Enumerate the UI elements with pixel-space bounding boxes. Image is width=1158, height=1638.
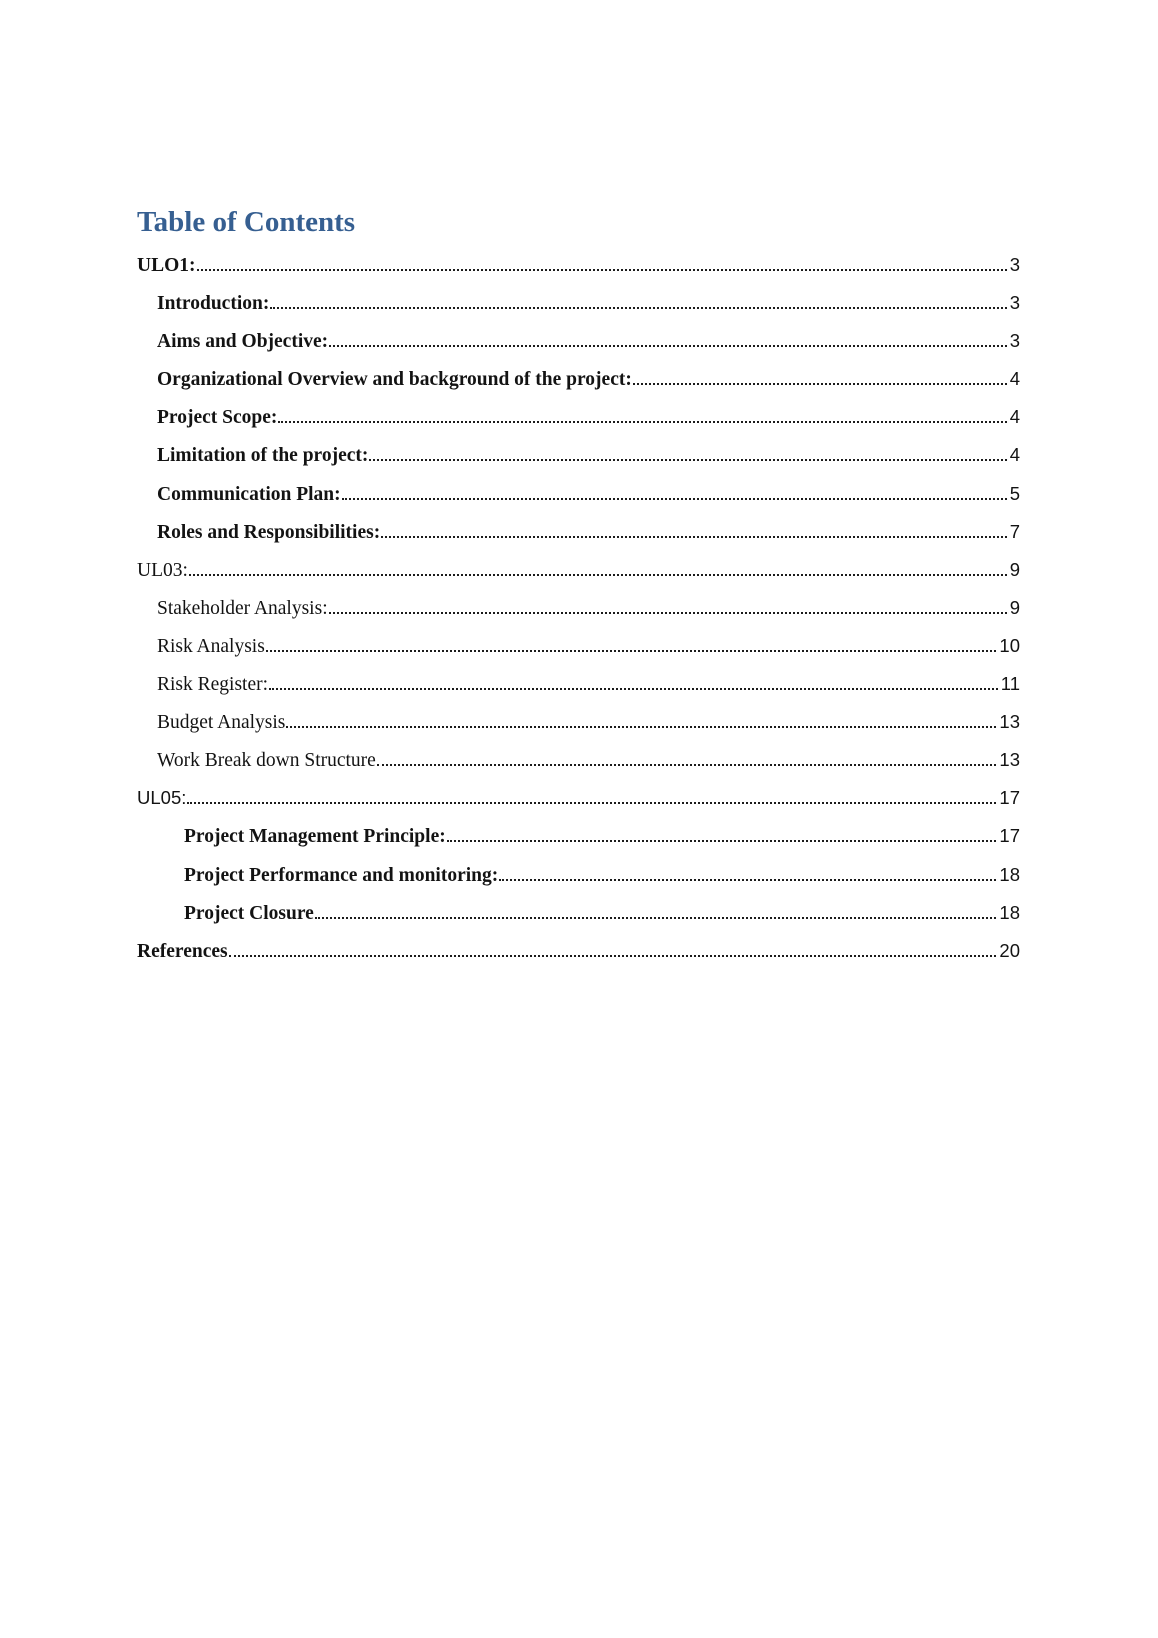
toc-entry-label: Project Scope: xyxy=(157,407,278,429)
toc-entry-page: 4 xyxy=(1009,368,1020,390)
dot-leader xyxy=(329,345,1007,348)
dot-leader xyxy=(196,269,1007,271)
toc-entry[interactable]: ULO1: 3 xyxy=(137,246,1020,284)
toc-entry-page: 3 xyxy=(1009,330,1020,352)
toc-entry-label: Risk Register: xyxy=(157,674,269,696)
toc-entry-label: Risk Analysis xyxy=(157,635,265,657)
dot-leader xyxy=(269,688,998,691)
toc-entry-page: 13 xyxy=(999,711,1020,733)
toc-entry-label: Project Closure xyxy=(184,902,314,924)
toc-entry-page: 7 xyxy=(1009,520,1020,542)
toc-entry[interactable]: Organizational Overview and background o… xyxy=(137,360,1020,398)
dot-leader xyxy=(499,878,997,881)
toc-entry-page: 18 xyxy=(999,863,1020,885)
dot-leader xyxy=(187,802,997,805)
toc-entry-label: Budget Analysis xyxy=(157,712,286,734)
toc-entry[interactable]: Project Performance and monitoring: 18 xyxy=(137,856,1020,894)
dot-leader xyxy=(286,726,997,729)
toc-entry[interactable]: Project Scope: 4 xyxy=(137,398,1020,436)
toc-entry[interactable]: Work Break down Structure 13 xyxy=(137,741,1020,779)
toc-entry-page: 9 xyxy=(1009,596,1020,618)
toc-entry-label: Limitation of the project: xyxy=(157,445,369,467)
dot-leader xyxy=(446,840,997,843)
dot-leader xyxy=(228,954,997,957)
toc-entry-page: 18 xyxy=(999,901,1020,923)
toc-entry[interactable]: UL05: 17 xyxy=(137,779,1020,817)
dot-leader xyxy=(278,421,1007,424)
toc-entry-label: UL05: xyxy=(137,787,187,809)
dot-leader xyxy=(376,764,997,767)
dot-leader xyxy=(341,497,1007,500)
toc-entry-page: 17 xyxy=(999,825,1020,847)
toc-entry-page: 17 xyxy=(999,787,1020,809)
toc-entry[interactable]: Budget Analysis 13 xyxy=(137,703,1020,741)
toc-entry-label: References xyxy=(137,940,228,962)
dot-leader xyxy=(265,649,997,652)
toc-entry-label: Roles and Responsibilities: xyxy=(157,521,381,543)
dot-leader xyxy=(632,383,1007,386)
toc-entry[interactable]: Communication Plan: 5 xyxy=(137,475,1020,513)
toc-entry-label: Introduction: xyxy=(157,293,270,315)
toc-entry[interactable]: Project Closure 18 xyxy=(137,894,1020,932)
page-title: Table of Contents xyxy=(137,206,356,238)
toc-entry-label: ULO1: xyxy=(137,255,196,276)
toc-entry[interactable]: Introduction: 3 xyxy=(137,284,1020,322)
dot-leader xyxy=(270,307,1007,310)
toc-entry-page: 9 xyxy=(1009,558,1020,580)
toc-entry-label: Aims and Objective: xyxy=(157,331,329,353)
toc-entry[interactable]: References 20 xyxy=(137,932,1020,970)
dot-leader xyxy=(369,459,1007,462)
toc-entry-page: 11 xyxy=(1000,673,1020,695)
toc-entry-page: 20 xyxy=(999,939,1020,961)
toc-entry-label: UL03: xyxy=(137,559,188,581)
toc-entry[interactable]: Aims and Objective: 3 xyxy=(137,322,1020,360)
toc-entry[interactable]: Stakeholder Analysis: 9 xyxy=(137,589,1020,627)
toc-entry[interactable]: Limitation of the project: 4 xyxy=(137,436,1020,474)
dot-leader xyxy=(314,916,997,919)
toc-entry-page: 13 xyxy=(999,749,1020,771)
toc-entry[interactable]: Risk Analysis 10 xyxy=(137,627,1020,665)
dot-leader xyxy=(381,535,1007,538)
toc-entry-label: Work Break down Structure xyxy=(157,750,376,772)
toc-entry-label: Organizational Overview and background o… xyxy=(157,369,632,391)
dot-leader xyxy=(188,573,1007,576)
table-of-contents: ULO1: 3 Introduction: 3 Aims and Objecti… xyxy=(137,246,1020,970)
toc-entry-page: 4 xyxy=(1009,444,1020,466)
toc-entry-label: Stakeholder Analysis: xyxy=(157,597,328,619)
toc-entry[interactable]: Roles and Responsibilities: 7 xyxy=(137,513,1020,551)
toc-entry-label: Project Management Principle: xyxy=(184,826,446,848)
toc-entry-page: 5 xyxy=(1009,482,1020,504)
toc-entry[interactable]: Risk Register: 11 xyxy=(137,665,1020,703)
toc-entry-label: Project Performance and monitoring: xyxy=(184,864,499,886)
toc-entry-page: 3 xyxy=(1009,254,1020,275)
toc-entry-page: 4 xyxy=(1009,406,1020,428)
dot-leader xyxy=(328,611,1007,614)
toc-entry-page: 10 xyxy=(999,634,1020,656)
toc-entry[interactable]: UL03: 9 xyxy=(137,551,1020,589)
toc-entry[interactable]: Project Management Principle: 17 xyxy=(137,817,1020,855)
toc-entry-page: 3 xyxy=(1009,292,1020,314)
toc-entry-label: Communication Plan: xyxy=(157,483,341,505)
